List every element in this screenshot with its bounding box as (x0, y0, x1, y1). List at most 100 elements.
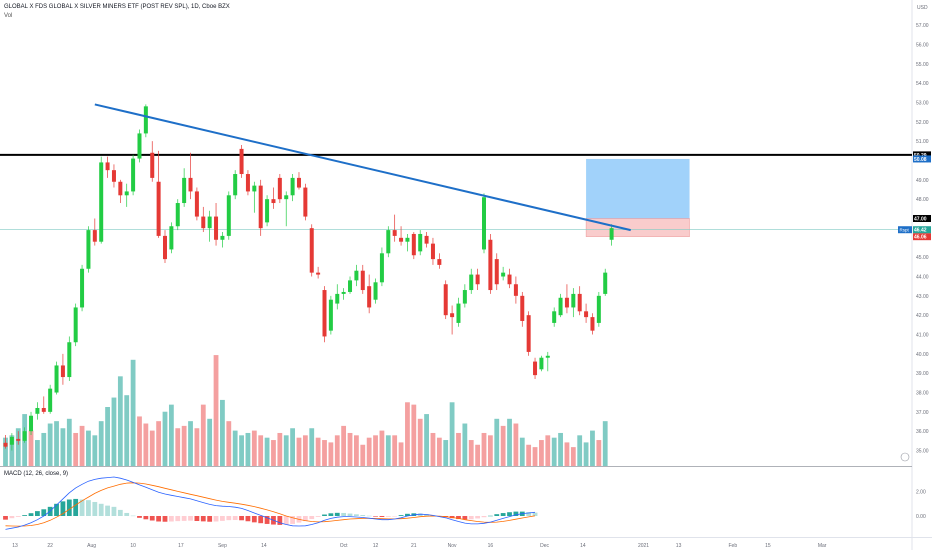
macd-histogram-bar (347, 513, 353, 516)
volume-bar (602, 421, 608, 466)
candle-body (105, 162, 110, 171)
candle-body (182, 177, 187, 204)
volume-bar (539, 440, 544, 466)
x-tick-label: 13 (12, 543, 18, 549)
volume-bar (258, 435, 264, 466)
macd-histogram-bar (277, 516, 283, 525)
candle-body (290, 177, 295, 196)
macd-histogram-bar (168, 516, 174, 522)
volume-bar (73, 432, 79, 466)
macd-histogram-bar (137, 516, 142, 518)
y-tick-label: 49.00 (916, 178, 929, 184)
macd-histogram-bar (130, 515, 136, 517)
candle-body (175, 203, 180, 227)
y-tick-label: 42.00 (916, 313, 929, 319)
volume-bar (168, 404, 174, 466)
volume-bar (315, 437, 321, 466)
y-tick-label: 48.00 (916, 197, 929, 203)
macd-histogram-bar (226, 516, 232, 521)
candle-body (201, 216, 206, 229)
volume-bar (264, 437, 270, 466)
volume-bar (28, 430, 34, 466)
x-tick-label: Sep (218, 543, 227, 549)
macd-histogram-bar (79, 499, 85, 516)
volume-bar (9, 435, 15, 466)
volume-bar (341, 425, 347, 466)
candle-body (245, 174, 250, 192)
volume-bar (124, 395, 130, 466)
macd-histogram-bar (385, 516, 391, 517)
macd-histogram-bar (424, 514, 429, 516)
macd-histogram-bar (28, 513, 34, 516)
y-tick-label: 52.00 (916, 120, 929, 126)
candle-body (558, 297, 563, 316)
x-tick-label: 13 (676, 543, 682, 549)
macd-histogram-bar (462, 516, 468, 520)
volume-bar (226, 421, 232, 466)
volume-bar (296, 437, 302, 466)
y-tick-label: 38.00 (916, 391, 929, 397)
macd-histogram-bar (334, 512, 340, 516)
volume-bar (277, 432, 283, 466)
settings-icon (900, 452, 910, 462)
volume-bar (213, 355, 219, 466)
stop-price-tag: 46.06 (914, 235, 927, 241)
candle-body (564, 297, 569, 308)
volume-bar (379, 430, 385, 466)
macd-histogram-bar (494, 514, 500, 516)
candle-body (258, 185, 263, 229)
macd-histogram-bar (3, 516, 8, 520)
candle-body (9, 436, 14, 445)
candle-body (443, 284, 448, 316)
x-tick-label: 17 (178, 543, 184, 549)
volume-bar (79, 425, 85, 466)
chart-title: GLOBAL X FDS GLOBAL X SILVER MINERS ETF … (4, 4, 230, 10)
x-tick-label: 10 (130, 543, 136, 549)
volume-bar (130, 359, 136, 466)
volume-bar (551, 437, 557, 466)
volume-bar (149, 430, 155, 466)
candle-body (482, 197, 486, 250)
candle-body (373, 282, 378, 300)
candle-body (284, 195, 289, 200)
volume-bar (430, 432, 436, 466)
x-tick-label: 22 (47, 543, 53, 549)
y-tick-label: 55.00 (916, 62, 929, 68)
candle-body (520, 295, 525, 321)
y-tick-label: 43.00 (916, 294, 929, 300)
candle-body (118, 181, 123, 196)
candle-body (513, 284, 518, 296)
candle-body (526, 315, 531, 352)
candle-body (456, 303, 461, 323)
candle-body (424, 235, 429, 244)
x-tick-label: Nov (448, 543, 457, 549)
candle-body (341, 291, 346, 294)
macd-histogram-bar (532, 512, 538, 516)
candle-body (16, 438, 21, 441)
volume-bar (583, 442, 589, 466)
candle-body (163, 235, 167, 260)
macd-histogram-bar (98, 503, 104, 516)
volume-bar (564, 442, 570, 466)
macd-histogram-bar (117, 509, 123, 516)
macd-histogram-bar (341, 512, 347, 516)
volume-bar (373, 435, 378, 466)
candle-body (296, 177, 301, 188)
candle-body (596, 295, 601, 323)
macd-histogram-bar (92, 501, 98, 516)
candle-body (169, 226, 174, 250)
macd-histogram-bar (232, 516, 238, 521)
candle-body (41, 407, 46, 412)
macd-histogram-bar (251, 516, 257, 523)
candle-body (239, 148, 244, 175)
candle-body (328, 299, 333, 331)
x-tick-label: Oct (340, 543, 348, 549)
volume-bar (405, 402, 410, 466)
candle-body (214, 216, 219, 240)
volume-bar (239, 435, 244, 466)
volume-bar (137, 416, 142, 466)
candle-body (552, 311, 557, 323)
macd-histogram-bar (156, 516, 162, 522)
volume-bar (513, 423, 519, 466)
